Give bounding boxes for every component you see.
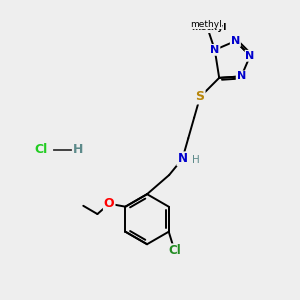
Text: H: H bbox=[73, 143, 83, 157]
Text: O: O bbox=[104, 197, 115, 210]
Text: N: N bbox=[210, 45, 219, 55]
Text: N: N bbox=[237, 71, 246, 81]
Text: Cl: Cl bbox=[34, 143, 48, 157]
Text: methyl: methyl bbox=[191, 23, 226, 32]
Text: S: S bbox=[196, 91, 205, 103]
Text: H: H bbox=[192, 155, 200, 165]
Text: N: N bbox=[245, 51, 255, 61]
Text: N: N bbox=[231, 36, 240, 46]
Text: N: N bbox=[177, 152, 188, 165]
Text: methyl: methyl bbox=[190, 20, 222, 29]
Text: Cl: Cl bbox=[168, 244, 181, 257]
